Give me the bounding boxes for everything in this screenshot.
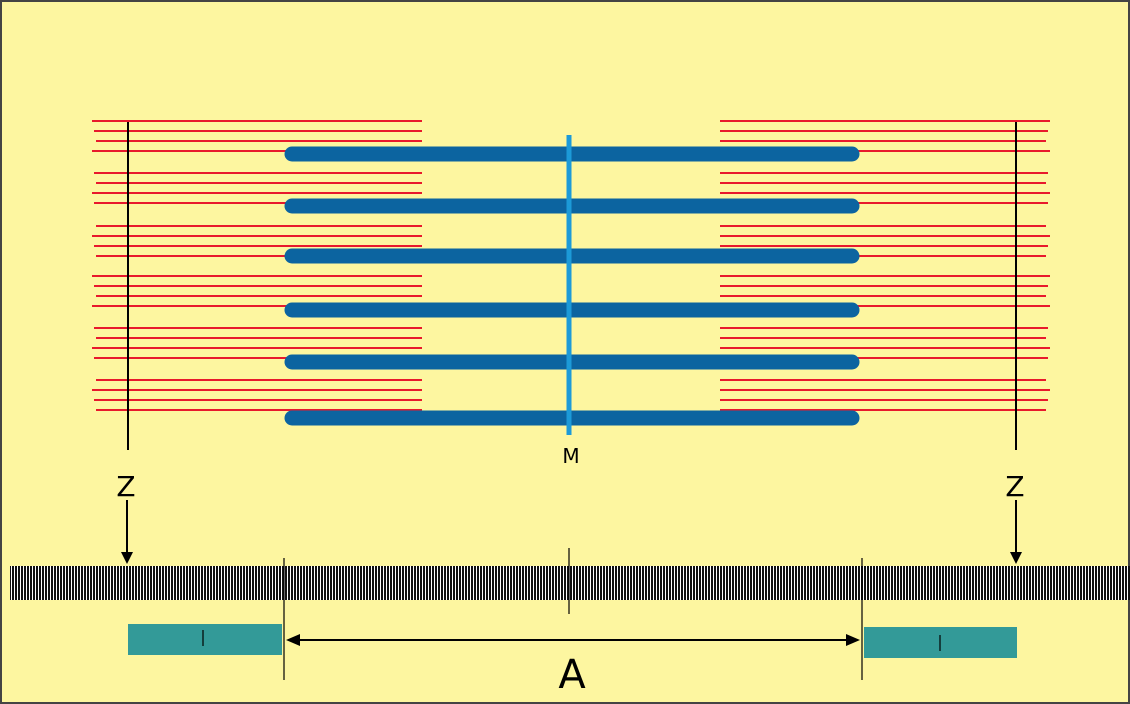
i-band-label-right: I [939, 636, 943, 652]
striation-band [10, 566, 1130, 600]
thin-filaments-left [92, 120, 422, 411]
z-arrow-left-head [121, 552, 133, 564]
a-band-label: A [558, 652, 586, 698]
i-band-bar-left [128, 624, 282, 655]
thick-filaments [284, 146, 860, 426]
a-band-arrow-head-left [286, 634, 300, 646]
i-band-label-left: I [202, 630, 206, 646]
a-band-arrow-head-right [846, 634, 860, 646]
z-label-left: Z [116, 470, 135, 503]
thin-filaments-right [720, 120, 1050, 411]
z-label-right: Z [1005, 470, 1024, 503]
m-line-label: M [562, 444, 579, 468]
z-arrow-right-head [1010, 552, 1022, 564]
